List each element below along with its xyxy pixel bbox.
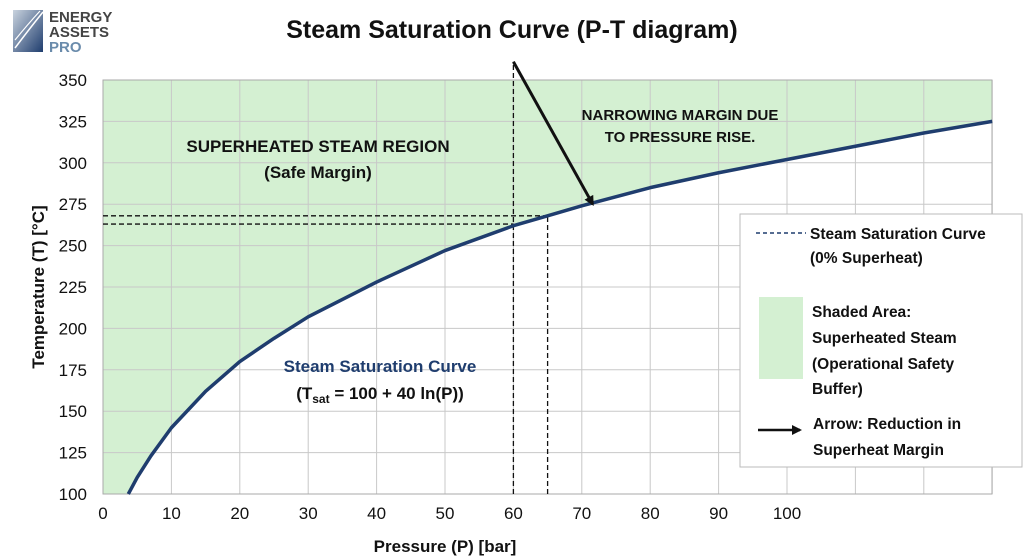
y-tick-label: 350 (59, 71, 87, 90)
curve-label: Steam Saturation Curve (284, 357, 477, 376)
logo: ENERGY ASSETS PRO (13, 9, 112, 56)
y-tick-label: 100 (59, 485, 87, 504)
y-tick-label: 325 (59, 112, 87, 131)
tick-labels: 0 10 20 30 40 50 60 70 80 90 100 100 125 150 175 200 225… (59, 71, 802, 523)
x-tick-label: 70 (572, 504, 591, 523)
legend-shade-swatch (759, 297, 803, 379)
x-tick-label: 40 (367, 504, 386, 523)
superheated-region (103, 80, 993, 494)
x-axis-label: Pressure (P) [bar] (374, 537, 517, 556)
x-tick-label: 90 (709, 504, 728, 523)
x-tick-label: 30 (299, 504, 318, 523)
saturation-curve-line (126, 119, 993, 495)
legend-item-3-line2: Superheat Margin (813, 442, 944, 459)
region-subtitle: (Safe Margin) (264, 163, 372, 182)
logo-text-2: ASSETS (49, 24, 109, 41)
logo-text-3: PRO (49, 39, 82, 56)
legend-item-1-line1: Steam Saturation Curve (810, 226, 986, 243)
logo-text-1: ENERGY (49, 9, 112, 26)
region-title: SUPERHEATED STEAM REGION (186, 137, 449, 156)
x-tick-label: 10 (162, 504, 181, 523)
legend-item-2-line2: Superheated Steam (812, 330, 957, 347)
legend-item-3-line1: Arrow: Reduction in (813, 416, 961, 433)
x-tick-label: 80 (641, 504, 660, 523)
legend: Steam Saturation Curve (0% Superheat) Sh… (739, 213, 1023, 468)
x-tick-label: 100 (773, 504, 801, 523)
y-tick-label: 275 (59, 195, 87, 214)
margin-arrow (512, 61, 595, 206)
y-tick-label: 250 (59, 237, 87, 256)
chart-title: Steam Saturation Curve (P-T diagram) (286, 16, 737, 44)
y-tick-label: 175 (59, 361, 87, 380)
y-tick-label: 300 (59, 154, 87, 173)
legend-item-2-line3: (Operational Safety (812, 356, 954, 373)
y-tick-label: 225 (59, 278, 87, 297)
legend-item-2-line4: Buffer) (812, 381, 863, 398)
curve-formula: (Tsat = 100 + 40 ln(P)) (296, 384, 464, 406)
margin-note-2: TO PRESSURE RISE. (605, 129, 756, 146)
y-axis-label: Temperature (T) [°C] (29, 205, 48, 368)
x-tick-label: 60 (504, 504, 523, 523)
legend-item-1-line2: (0% Superheat) (810, 250, 923, 267)
y-tick-label: 125 (59, 444, 87, 463)
x-tick-label: 50 (436, 504, 455, 523)
y-tick-label: 200 (59, 319, 87, 338)
y-tick-label: 150 (59, 402, 87, 421)
margin-note-1: NARROWING MARGIN DUE (582, 107, 779, 124)
x-tick-label: 20 (230, 504, 249, 523)
x-tick-label: 0 (98, 504, 107, 523)
legend-item-2-line1: Shaded Area: (812, 304, 911, 321)
